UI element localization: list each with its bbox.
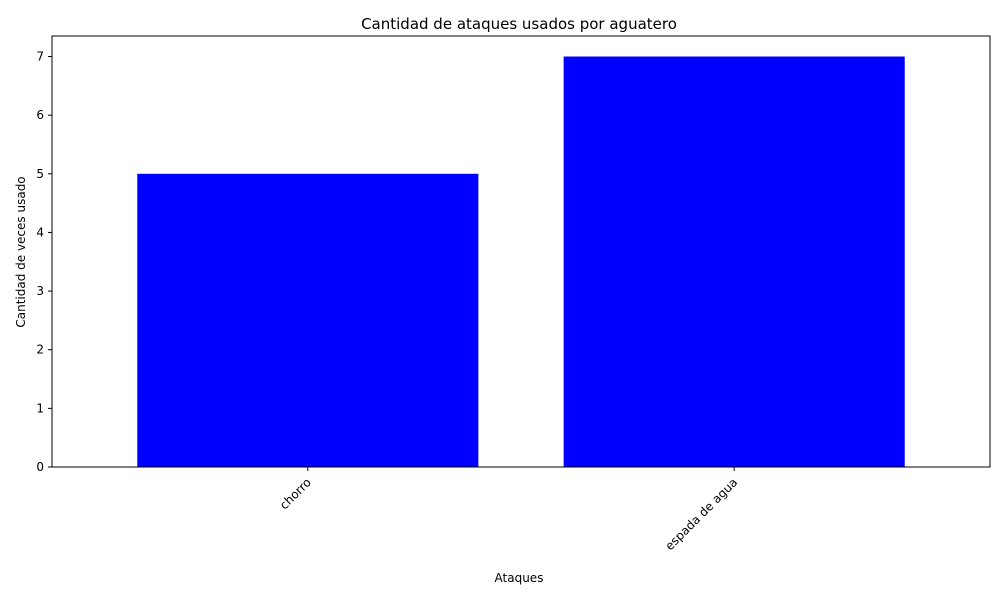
bar-espada-de-agua (563, 56, 905, 468)
x-tick-label: chorro (277, 475, 314, 512)
x-axis: chorro espada de agua (277, 467, 740, 553)
y-tick-label: 3 (36, 284, 44, 298)
x-axis-label: Ataques (495, 571, 544, 585)
y-axis-label: Cantidad de veces usado (14, 176, 28, 327)
bar-chorro (137, 173, 479, 467)
y-tick-label: 4 (36, 225, 44, 239)
y-tick-label: 0 (36, 460, 44, 474)
y-tick-label: 1 (36, 401, 44, 415)
y-tick-label: 7 (36, 50, 44, 64)
y-tick-label: 5 (36, 167, 44, 181)
x-tick-label: espada de agua (662, 475, 740, 553)
y-axis: 0 1 2 3 4 5 6 7 (36, 50, 52, 474)
y-tick-label: 6 (36, 108, 44, 122)
plot-frame (51, 35, 991, 468)
chart-title: Cantidad de ataques usados por aguatero (361, 15, 677, 33)
y-tick-label: 2 (36, 343, 44, 357)
bars-group (137, 56, 905, 468)
